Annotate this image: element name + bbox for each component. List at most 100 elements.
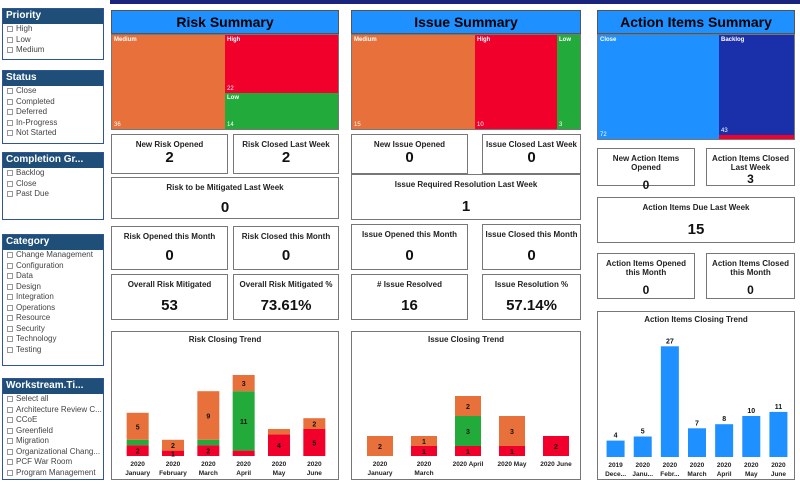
checkbox-icon[interactable]	[7, 417, 13, 424]
data-label: 2	[136, 449, 140, 456]
slicer-option[interactable]: Testing	[3, 345, 103, 356]
completion-slicer-options: Backlog Close Past Due	[3, 168, 103, 200]
slicer-option-label: High	[16, 24, 33, 33]
slicer-option[interactable]: Operations	[3, 303, 103, 314]
slicer-option[interactable]: Resource	[3, 313, 103, 324]
checkbox-icon[interactable]	[7, 36, 13, 43]
risk-tile-low[interactable]: Low 14	[225, 93, 338, 129]
checkbox-icon[interactable]	[7, 406, 13, 413]
checkbox-icon[interactable]	[7, 346, 13, 353]
card-title: Risk Opened this Month	[123, 232, 216, 241]
checkbox-icon[interactable]	[7, 396, 13, 403]
card-value: 1	[461, 198, 471, 215]
issue-tile-high[interactable]: High 10	[475, 35, 557, 129]
slicer-option[interactable]: High	[3, 24, 103, 35]
slicer-option[interactable]: Program Management	[3, 468, 103, 479]
slicer-option[interactable]: Integration	[3, 292, 103, 303]
x-tick-label: 2020	[717, 462, 732, 469]
checkbox-icon[interactable]	[7, 427, 13, 434]
card-title: Action Items Closed Last Week	[712, 154, 789, 172]
slicer-option[interactable]: Data	[3, 271, 103, 282]
risk-card-closed-month: Risk Closed this Month 0	[233, 226, 339, 270]
bar-segment	[197, 391, 220, 440]
card-title: Action Items Due Last Week	[642, 203, 750, 212]
action-tile-other[interactable]	[719, 135, 794, 139]
data-label: 27	[666, 338, 674, 345]
slicer-option[interactable]: Configuration	[3, 261, 103, 272]
checkbox-icon[interactable]	[7, 26, 13, 33]
data-label: 1	[422, 439, 426, 446]
x-tick-label: 2020	[307, 461, 322, 468]
checkbox-icon[interactable]	[7, 262, 13, 269]
checkbox-icon[interactable]	[7, 294, 13, 301]
slicer-option[interactable]: Past Due	[3, 189, 103, 200]
bar-segment	[455, 396, 481, 416]
checkbox-icon[interactable]	[7, 170, 13, 177]
bar-segment	[268, 429, 290, 435]
slicer-option[interactable]: Greenfield	[3, 426, 103, 437]
action-tile-close[interactable]: Close 72	[598, 35, 719, 139]
checkbox-icon[interactable]	[7, 47, 13, 54]
checkbox-icon[interactable]	[7, 130, 13, 137]
checkbox-icon[interactable]	[7, 252, 13, 259]
slicer-option[interactable]: Organizational Chang...	[3, 447, 103, 458]
slicer-option[interactable]: Not Started	[3, 128, 103, 139]
bar-segment	[126, 412, 149, 440]
slicer-option[interactable]: Close	[3, 86, 103, 97]
slicer-option[interactable]: Completed	[3, 97, 103, 108]
slicer-option[interactable]: Migration	[3, 436, 103, 447]
slicer-option[interactable]: Design	[3, 282, 103, 293]
risk-tile-medium[interactable]: Medium 36	[112, 35, 225, 129]
completion-slicer-header: Completion Gr...	[3, 153, 103, 168]
card-title: # Issue Resolved	[377, 280, 442, 289]
checkbox-icon[interactable]	[7, 336, 13, 343]
checkbox-icon[interactable]	[7, 273, 13, 280]
slicer-option[interactable]: Close	[3, 179, 103, 190]
action-tile-backlog[interactable]: Backlog 43	[719, 35, 794, 135]
checkbox-icon[interactable]	[7, 98, 13, 105]
slicer-option[interactable]: Deferred	[3, 107, 103, 118]
checkbox-icon[interactable]	[7, 180, 13, 187]
issue-tile-medium[interactable]: Medium 15	[352, 35, 475, 129]
card-title: Overall Risk Mitigated	[127, 280, 212, 289]
x-tick-label: 2020	[417, 461, 432, 468]
bar	[742, 416, 761, 457]
slicer-option-label: Greenfield	[16, 425, 53, 435]
slicer-option[interactable]: CCoE	[3, 415, 103, 426]
slicer-option[interactable]: Change Management	[3, 250, 103, 261]
data-label: 2	[206, 449, 210, 456]
data-label: 11	[775, 404, 783, 411]
slicer-option[interactable]: Architecture Review C...	[3, 405, 103, 416]
slicer-option[interactable]: In-Progress	[3, 118, 103, 129]
priority-slicer-header: Priority	[3, 9, 103, 24]
checkbox-icon[interactable]	[7, 315, 13, 322]
checkbox-icon[interactable]	[7, 469, 13, 476]
checkbox-icon[interactable]	[7, 191, 13, 198]
issue-tile-low[interactable]: Low 3	[557, 35, 580, 129]
risk-tile-high[interactable]: High 22	[225, 35, 338, 93]
checkbox-icon[interactable]	[7, 109, 13, 116]
checkbox-icon[interactable]	[7, 448, 13, 455]
checkbox-icon[interactable]	[7, 119, 13, 126]
issue-card-resolved: # Issue Resolved 16	[351, 274, 468, 320]
checkbox-icon[interactable]	[7, 459, 13, 466]
checkbox-icon[interactable]	[7, 325, 13, 332]
bar	[688, 428, 706, 457]
slicer-option[interactable]: Technology	[3, 334, 103, 345]
bar-segment	[162, 450, 184, 456]
slicer-option[interactable]: Security	[3, 324, 103, 335]
slicer-option[interactable]: Select all	[3, 394, 103, 405]
risk-closing-trend-plot: 252020January122020February292020March11…	[125, 375, 326, 477]
slicer-option-label: Security	[16, 323, 45, 333]
slicer-option[interactable]: Low	[3, 35, 103, 46]
slicer-option[interactable]: PCF War Room	[3, 457, 103, 468]
slicer-option[interactable]: Backlog	[3, 168, 103, 179]
checkbox-icon[interactable]	[7, 88, 13, 95]
card-value: 0	[281, 247, 291, 264]
checkbox-icon[interactable]	[7, 304, 13, 311]
card-value: 57.14%	[506, 297, 557, 314]
checkbox-icon[interactable]	[7, 283, 13, 290]
x-tick-label: June	[771, 471, 787, 478]
slicer-option[interactable]: Medium	[3, 45, 103, 56]
checkbox-icon[interactable]	[7, 438, 13, 445]
